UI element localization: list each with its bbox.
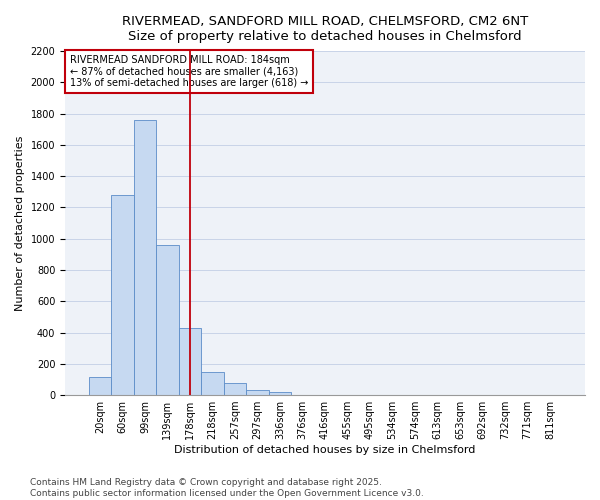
Bar	[269, 392, 291, 395]
Bar	[89, 377, 111, 395]
Bar	[156, 245, 179, 395]
Text: Contains HM Land Registry data © Crown copyright and database right 2025.
Contai: Contains HM Land Registry data © Crown c…	[30, 478, 424, 498]
Bar	[111, 195, 134, 395]
Y-axis label: Number of detached properties: Number of detached properties	[15, 136, 25, 311]
X-axis label: Distribution of detached houses by size in Chelmsford: Distribution of detached houses by size …	[175, 445, 476, 455]
Bar	[246, 390, 269, 395]
Title: RIVERMEAD, SANDFORD MILL ROAD, CHELMSFORD, CM2 6NT
Size of property relative to : RIVERMEAD, SANDFORD MILL ROAD, CHELMSFOR…	[122, 15, 528, 43]
Bar	[224, 384, 246, 395]
Text: RIVERMEAD SANDFORD MILL ROAD: 184sqm
← 87% of detached houses are smaller (4,163: RIVERMEAD SANDFORD MILL ROAD: 184sqm ← 8…	[70, 54, 308, 88]
Bar	[134, 120, 156, 395]
Bar	[179, 328, 201, 395]
Bar	[201, 372, 224, 395]
